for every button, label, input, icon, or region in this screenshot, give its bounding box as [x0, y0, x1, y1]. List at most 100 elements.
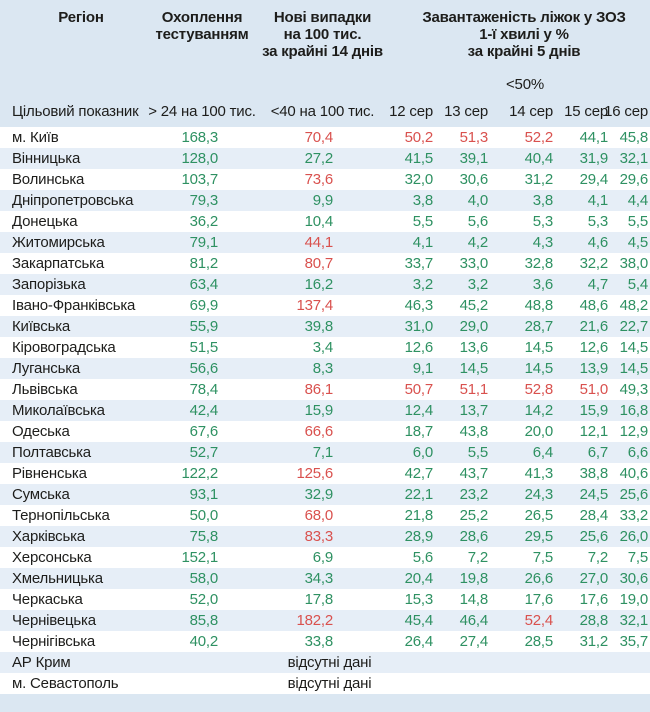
column-header-testing-coverage: Охоплення тестуванням — [155, 9, 249, 43]
table-row: Івано-Франківська 69,9 137,4 46,3 45,2 48,8 48… — [0, 295, 650, 316]
bed-occupancy-value: 19,0 — [619, 591, 649, 608]
region-name: Чернігівська — [12, 633, 96, 650]
testing-coverage-value: 63,4 — [189, 276, 219, 293]
bed-occupancy-value: 35,7 — [619, 633, 649, 650]
bed-occupancy-value: 33,7 — [404, 255, 434, 272]
bed-occupancy-value: 28,6 — [459, 528, 489, 545]
bed-occupancy-value: 20,4 — [404, 570, 434, 587]
region-name: Одеська — [12, 423, 70, 440]
bed-occupancy-value: 50,2 — [404, 129, 434, 146]
date-header: 15 сер — [564, 103, 608, 120]
region-name: Кіровоградська — [12, 339, 116, 356]
bed-occupancy-value: 43,7 — [459, 465, 489, 482]
bed-occupancy-value: 31,2 — [524, 171, 554, 188]
bed-occupancy-value: 14,5 — [524, 339, 554, 356]
bed-occupancy-value: 12,1 — [579, 423, 609, 440]
bed-occupancy-value: 26,0 — [619, 528, 649, 545]
bed-occupancy-value: 28,7 — [524, 318, 554, 335]
bed-occupancy-value: 29,4 — [579, 171, 609, 188]
bed-occupancy-value: 13,9 — [579, 360, 609, 377]
bed-occupancy-value: 45,2 — [459, 297, 489, 314]
testing-coverage-value: 36,2 — [189, 213, 219, 230]
bed-occupancy-value: 40,4 — [524, 150, 554, 167]
table-row: Донецька 36,2 10,4 5,5 5,6 5,3 5,3 5,5 — [0, 211, 650, 232]
region-name: Чернівецька — [12, 612, 96, 629]
region-name: Полтавська — [12, 444, 91, 461]
testing-coverage-value: 69,9 — [189, 297, 219, 314]
region-name: Сумська — [12, 486, 70, 503]
bed-occupancy-value: 22,1 — [404, 486, 434, 503]
testing-coverage-value: 51,5 — [189, 339, 219, 356]
bed-occupancy-value: 32,1 — [619, 612, 649, 629]
region-name: Херсонська — [12, 549, 92, 566]
bed-occupancy-value: 6,6 — [627, 444, 648, 461]
bed-occupancy-value: 5,5 — [412, 213, 433, 230]
bed-occupancy-value: 45,8 — [619, 129, 649, 146]
bed-occupancy-value: 27,0 — [579, 570, 609, 587]
bed-occupancy-value: 6,0 — [412, 444, 433, 461]
table-row: Львівська 78,4 86,1 50,7 51,1 52,8 51,0 49,3 — [0, 379, 650, 400]
bed-occupancy-value: 7,2 — [587, 549, 608, 566]
testing-coverage-value: 93,1 — [189, 486, 219, 503]
table-row: Вінницька 128,0 27,2 41,5 39,1 40,4 31,9 32,1 — [0, 148, 650, 169]
bed-occupancy-value: 51,0 — [579, 381, 609, 398]
bed-occupancy-value: 28,4 — [579, 507, 609, 524]
bed-occupancy-value: 43,8 — [459, 423, 489, 440]
bed-occupancy-value: 33,2 — [619, 507, 649, 524]
region-name: Волинська — [12, 171, 85, 188]
bed-occupancy-value: 3,2 — [467, 276, 488, 293]
new-cases-value: 83,3 — [304, 528, 334, 545]
bed-occupancy-value: 5,5 — [467, 444, 488, 461]
bed-occupancy-value: 14,2 — [524, 402, 554, 419]
bed-occupancy-value: 50,7 — [404, 381, 434, 398]
bed-occupancy-value: 13,6 — [459, 339, 489, 356]
bed-occupancy-value: 5,3 — [587, 213, 608, 230]
table-row: м. Київ 168,3 70,4 50,2 51,3 52,2 44,1 45,8 — [0, 127, 650, 148]
bed-occupancy-value: 17,6 — [524, 591, 554, 608]
bed-occupancy-value: 52,4 — [524, 612, 554, 629]
bed-occupancy-value: 31,9 — [579, 150, 609, 167]
bed-occupancy-value: 7,5 — [532, 549, 553, 566]
table-row: Полтавська 52,7 7,1 6,0 5,5 6,4 6,7 6,6 — [0, 442, 650, 463]
bed-occupancy-value: 5,3 — [532, 213, 553, 230]
table-row: Луганська 56,6 8,3 9,1 14,5 14,5 13,9 14,5 — [0, 358, 650, 379]
testing-coverage-value: 85,8 — [189, 612, 219, 629]
table-row: Сумська 93,1 32,9 22,1 23,2 24,3 24,5 25,6 — [0, 484, 650, 505]
bed-occupancy-value: 31,2 — [579, 633, 609, 650]
testing-coverage-value: 152,1 — [181, 549, 218, 566]
testing-coverage-value: 128,0 — [181, 150, 218, 167]
new-cases-value: 17,8 — [304, 591, 334, 608]
new-cases-value: 7,1 — [312, 444, 333, 461]
bed-occupancy-value: 5,5 — [627, 213, 648, 230]
testing-coverage-value: 52,7 — [189, 444, 219, 461]
bed-occupancy-value: 5,6 — [467, 213, 488, 230]
table-row: Чернігівська 40,2 33,8 26,4 27,4 28,5 31,2 35,7 — [0, 631, 650, 652]
bed-occupancy-value: 28,8 — [579, 612, 609, 629]
column-header-region: Регіон — [58, 9, 104, 26]
region-name: Тернопільська — [12, 507, 110, 524]
table-header: Регіон Охоплення тестуванням Нові випадк… — [0, 0, 650, 127]
new-cases-value: 68,0 — [304, 507, 334, 524]
new-cases-value: 27,2 — [304, 150, 334, 167]
table-row: Рівненська 122,2 125,6 42,7 43,7 41,3 38,8 40,6 — [0, 463, 650, 484]
new-cases-value: 125,6 — [296, 465, 333, 482]
column-header-new-cases: Нові випадки на 100 тис. за крайні 14 дн… — [262, 9, 383, 60]
bed-occupancy-value: 4,1 — [412, 234, 433, 251]
bed-occupancy-value: 32,0 — [404, 171, 434, 188]
bed-occupancy-value: 25,2 — [459, 507, 489, 524]
bed-occupancy-value: 4,2 — [467, 234, 488, 251]
bed-occupancy-value: 3,8 — [412, 192, 433, 209]
region-name: м. Київ — [12, 129, 59, 146]
table-row: Київська 55,9 39,8 31,0 29,0 28,7 21,6 22,7 — [0, 316, 650, 337]
bed-occupancy-value: 4,4 — [627, 192, 648, 209]
bed-occupancy-value: 14,5 — [459, 360, 489, 377]
bed-occupancy-value: 48,2 — [619, 297, 649, 314]
bed-occupancy-value: 4,5 — [627, 234, 648, 251]
testing-coverage-value: 50,0 — [189, 507, 219, 524]
new-cases-value: 137,4 — [296, 297, 333, 314]
bed-occupancy-value: 16,8 — [619, 402, 649, 419]
new-cases-value: 6,9 — [312, 549, 333, 566]
bed-occupancy-value: 4,0 — [467, 192, 488, 209]
date-header: 14 сер — [509, 103, 553, 120]
